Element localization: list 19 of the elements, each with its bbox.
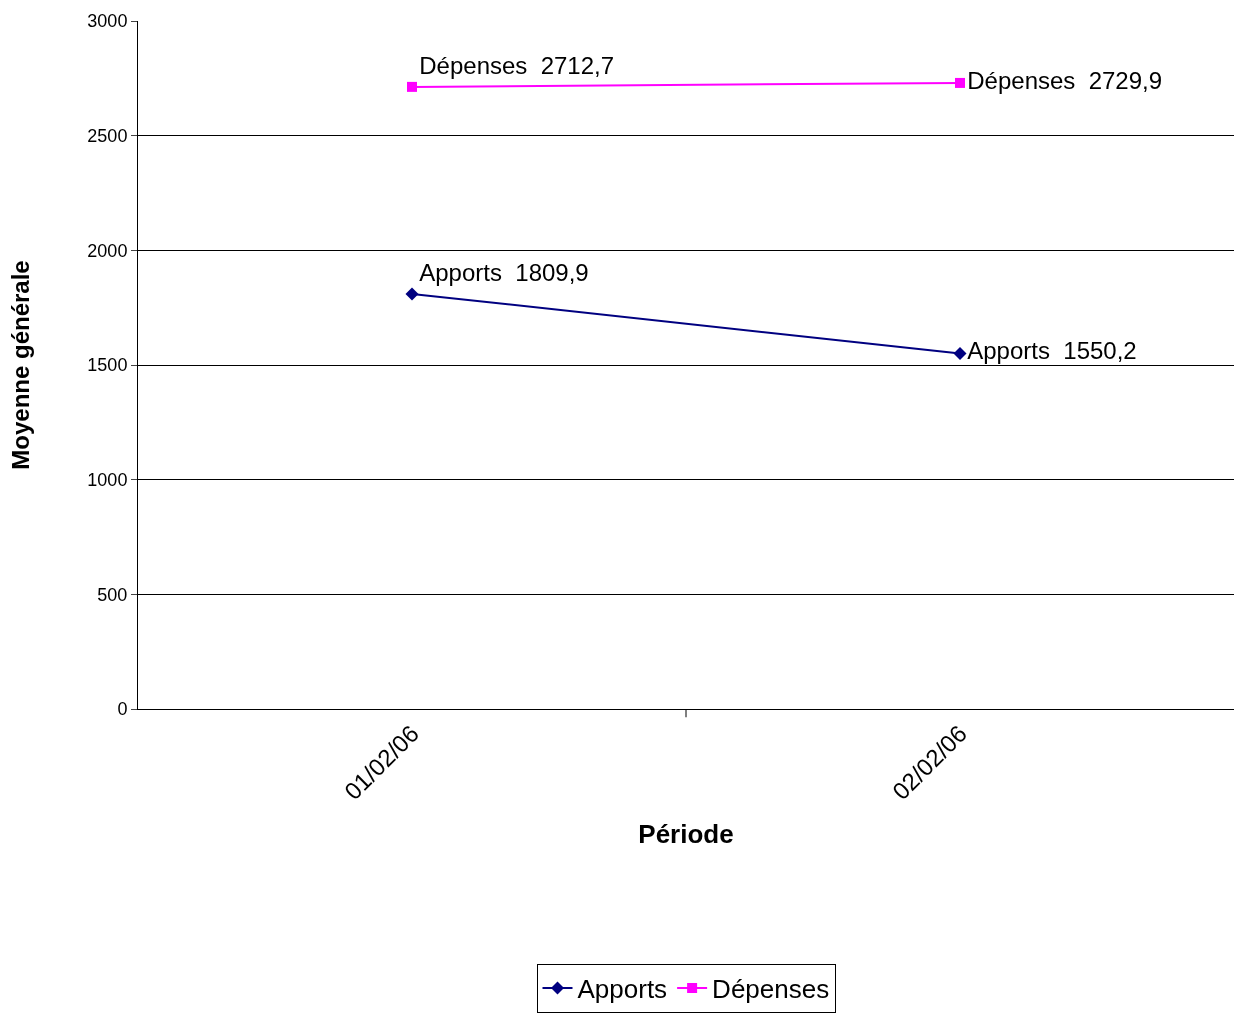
legend-label: Apports (577, 974, 668, 1005)
data-label: Dépenses 2729,9 (967, 66, 1163, 94)
y-tick-label: 1000 (87, 469, 128, 490)
point (953, 346, 967, 360)
y-tick-label: 1500 (87, 355, 128, 376)
y-tick-label: 3000 (87, 11, 128, 32)
data-label: Apports 1809,9 (419, 258, 589, 286)
point (405, 287, 419, 301)
data-label: Apports 1550,2 (967, 337, 1137, 365)
data-label: Dépenses 2712,7 (419, 51, 615, 79)
legend-label: Dépenses (712, 974, 830, 1005)
y-tick-label: 500 (97, 584, 128, 605)
y-tick-label: 2500 (87, 125, 128, 146)
point (407, 81, 417, 92)
x-axis-title: Période (638, 818, 734, 849)
y-tick-label: 2000 (87, 240, 128, 261)
point (955, 77, 965, 88)
y-axis-title: Moyenne générale (7, 260, 35, 470)
y-tick-label: 0 (117, 699, 128, 720)
